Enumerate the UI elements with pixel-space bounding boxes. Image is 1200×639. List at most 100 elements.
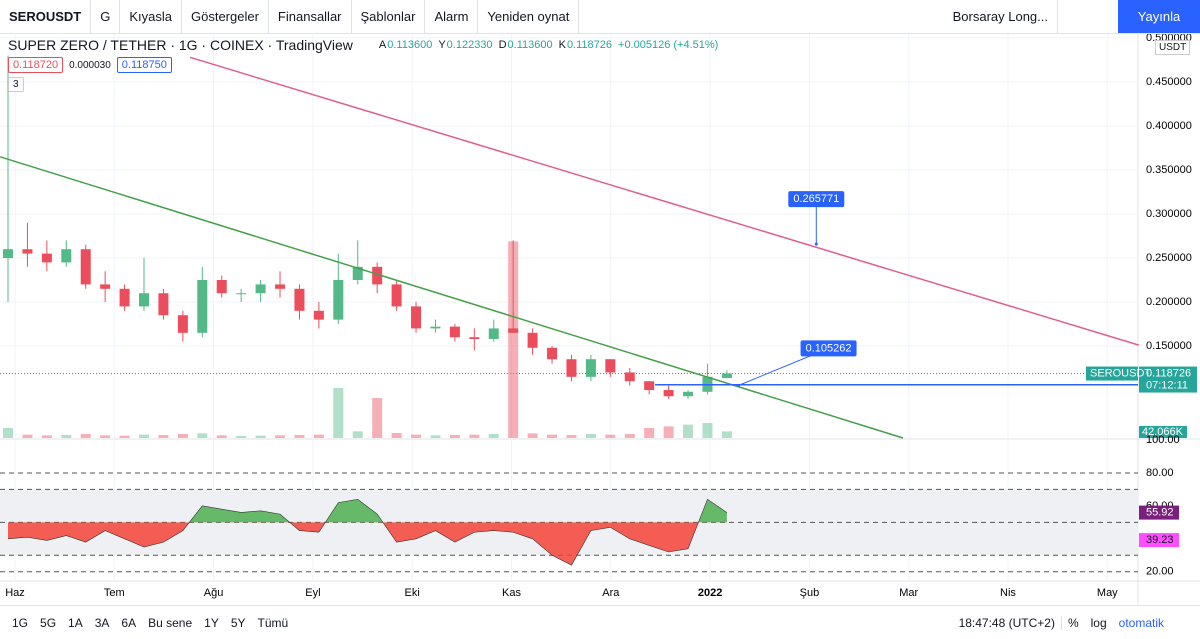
range-button[interactable]: 1A — [68, 615, 83, 630]
currency: USDT — [1155, 40, 1191, 55]
candle-body — [585, 359, 596, 377]
y-tick-label: 0.150000 — [1146, 340, 1192, 352]
ohlc-value: 0.113600 — [507, 39, 553, 51]
x-tick-label: Ara — [602, 587, 620, 599]
x-tick-label: Şub — [800, 587, 820, 599]
candle-body — [547, 347, 558, 360]
toolbar-button[interactable]: Göstergeler — [182, 0, 269, 33]
candle-body — [22, 249, 33, 254]
candle-body — [313, 310, 324, 320]
x-tick-label: Tem — [104, 587, 125, 599]
range-button[interactable]: Bu sene — [148, 615, 193, 630]
indicator-toggle[interactable]: 3 — [8, 77, 24, 92]
volume-bar — [61, 435, 72, 438]
volume-label: 42.066K — [1142, 426, 1184, 438]
volume-bar — [333, 388, 344, 438]
range-button[interactable]: 5Y — [230, 615, 246, 630]
y-tick-label: 0.500000 — [1146, 34, 1192, 44]
candle-body — [255, 284, 266, 294]
range-button[interactable]: Tümü — [257, 615, 289, 630]
range-button[interactable]: 5G — [40, 615, 57, 630]
candle-body — [197, 280, 208, 333]
volume-bar — [236, 436, 247, 438]
buy-price[interactable]: 0.118750 — [116, 57, 172, 73]
y-tick-label: 0.200000 — [1146, 296, 1192, 308]
range-button[interactable]: 1G — [12, 615, 29, 630]
x-tick-label: Haz — [5, 587, 25, 599]
toolbar-button[interactable]: Kıyasla — [120, 0, 182, 33]
volume-bar — [158, 435, 169, 438]
callout-box — [788, 191, 845, 208]
candle-body — [430, 326, 441, 329]
y-tick-label: 0.400000 — [1146, 120, 1192, 132]
layout-name[interactable]: Borsaray Long... — [944, 0, 1058, 33]
auto-toggle[interactable]: otomatik — [1118, 615, 1164, 630]
toolbar-button[interactable]: Şablonlar — [352, 0, 426, 33]
volume-bar — [430, 435, 441, 438]
x-tick-label: Kas — [502, 587, 521, 599]
volume-label-bg — [1139, 426, 1187, 438]
candle-body — [119, 288, 130, 307]
volume-bar — [683, 424, 694, 438]
volume-bar — [391, 433, 402, 438]
x-tick-label: Nis — [1000, 587, 1016, 599]
bottom-bar: 1G 5G 1A 3A 6A Bu sene 1Y 5Y Tümü USDT 18:47:48 (… — [0, 40, 1200, 639]
log-toggle[interactable]: log — [1090, 615, 1107, 630]
volume-bar — [663, 426, 674, 438]
candle-body — [721, 373, 732, 379]
chart: 0.500000 0.450000 0.400000 0.350000 0.300000… — [0, 34, 1200, 605]
range-button[interactable]: 6A — [121, 615, 137, 630]
candle-body — [139, 293, 150, 307]
interval[interactable]: G — [91, 0, 121, 33]
volume-bar — [275, 435, 286, 438]
candle-body — [605, 359, 616, 373]
toolbar-button[interactable]: Yeniden oynat — [478, 0, 580, 33]
range-button[interactable]: 1Y — [204, 615, 219, 630]
ohlc: A 0.113600 Y 0.122330 D 0.113600 K 0.118726 +0.0… — [379, 39, 718, 51]
ranges: 1G 5G 1A 3A 6A Bu sene 1Y 5Y Tümü USDT — [0, 40, 1191, 630]
legend: SUPER ZERO / TETHER · 1G · COINEX · Trad… — [8, 37, 718, 96]
toolbar-button[interactable]: Alarm — [425, 0, 479, 33]
candle-body — [469, 337, 480, 339]
area-above — [189, 499, 727, 523]
x-tick-label: Ağu — [204, 587, 224, 599]
toolbar-button[interactable]: Finansallar — [269, 0, 352, 33]
volume-bar — [216, 435, 227, 438]
symbol[interactable]: SEROUSDT — [0, 0, 92, 33]
publish-button[interactable]: Yayınla — [1118, 0, 1200, 33]
ohlc-key: Y — [438, 39, 446, 51]
callout-box — [800, 340, 857, 357]
range-button[interactable]: 3A — [94, 615, 110, 630]
candle-body — [100, 284, 111, 289]
toolbar: SEROUSDT G Kıyasla Göstergeler Finansall… — [0, 0, 1200, 34]
candle-body — [158, 293, 169, 316]
volume-bar — [469, 434, 480, 438]
callout-label: 0.105262 — [806, 342, 852, 354]
ohlc-key: A — [378, 39, 387, 51]
callout-label: 0.265771 — [793, 193, 839, 205]
percent-toggle[interactable]: % — [1060, 615, 1085, 630]
value-label-bg — [1139, 533, 1179, 548]
sell-price[interactable]: 0.118720 — [8, 57, 64, 73]
y-tick-label: 100.00 — [1146, 434, 1180, 446]
volume-bar — [508, 241, 519, 438]
last-price-label: 0.118726 — [1146, 367, 1191, 379]
volume-bar — [624, 434, 635, 438]
y-tick-label: 0.350000 — [1146, 164, 1192, 176]
volume-bar — [721, 431, 732, 438]
candle-body — [61, 249, 72, 263]
symbol-tag-bg — [1086, 366, 1138, 381]
candle-body — [644, 381, 655, 391]
y-tick-label: 20.00 — [1146, 566, 1174, 578]
candle-body — [683, 391, 694, 397]
ohlc-key: K — [558, 39, 566, 51]
area-below — [8, 522, 727, 566]
oscillator-line — [7, 498, 728, 566]
ohlc-key: D — [498, 39, 507, 51]
candle-body — [41, 253, 52, 263]
candle-body — [275, 284, 286, 289]
candle-body — [488, 328, 499, 339]
trendline — [0, 156, 904, 439]
y-tick-label: 0.250000 — [1146, 252, 1192, 264]
